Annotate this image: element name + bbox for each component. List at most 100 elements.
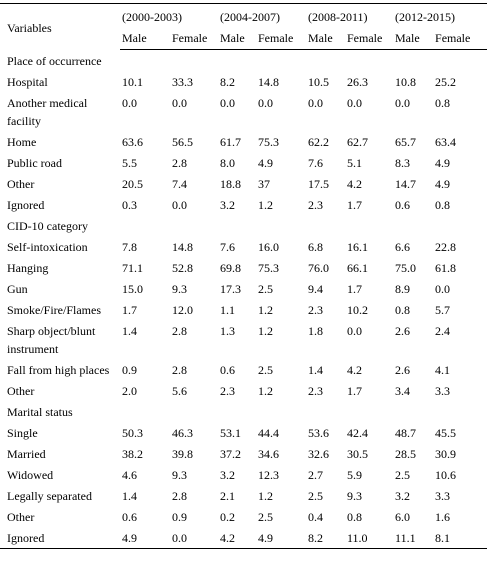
cell-value: 0.8 <box>347 510 362 524</box>
cell-value: 45.5 <box>435 426 457 440</box>
cell-value: 0.0 <box>308 96 323 110</box>
cell-value: 22.8 <box>435 240 457 254</box>
cell-value: 3.3 <box>435 489 451 503</box>
cell-value: 18.8 <box>220 177 241 191</box>
cell-value: 3.2 <box>220 468 235 482</box>
cell-value: 0.6 <box>395 198 411 212</box>
cell-value: 6.0 <box>395 510 411 524</box>
cell-value: 2.5 <box>308 489 323 503</box>
cell-value: 37.2 <box>220 447 241 461</box>
cell-value: 52.8 <box>172 261 193 275</box>
cell-value: 6.8 <box>308 240 323 254</box>
cell-value: 2.3 <box>308 198 323 212</box>
cell-value: 2.8 <box>172 489 187 503</box>
row-label: Smoke/Fire/Flames <box>7 303 101 317</box>
cell-value: 50.3 <box>122 426 143 440</box>
cell-value: 5.7 <box>435 303 451 317</box>
cell-value: 63.6 <box>122 135 143 149</box>
cell-value: 2.3 <box>220 384 235 398</box>
cell-value: 2.7 <box>308 468 323 482</box>
cell-value: 8.3 <box>395 156 411 170</box>
section-title: Marital status <box>7 405 73 419</box>
row-label: Married <box>7 447 46 461</box>
cell-value: 63.4 <box>435 135 457 149</box>
cell-value: 1.2 <box>258 384 273 398</box>
cell-value: 10.5 <box>308 75 329 89</box>
row-label: Another medical facility <box>7 96 88 128</box>
cell-value: 14.7 <box>395 177 417 191</box>
row-label: Widowed <box>7 468 54 482</box>
cell-value: 7.6 <box>220 240 235 254</box>
cell-value: 4.9 <box>435 177 451 191</box>
cell-value: 2.1 <box>220 489 235 503</box>
data-table: Variables (2000-2003) (2004-2007) (2008-201… <box>0 3 487 549</box>
data-row: Gun 15.0 9.3 17.3 2.5 9.4 1.7 8.9 0.0 <box>0 278 487 299</box>
cell-value: 4.9 <box>256 527 306 549</box>
cell-value: 2.5 <box>258 510 273 524</box>
header-cell: Variables <box>0 3 120 50</box>
cell-value: 5.1 <box>347 156 362 170</box>
period-header: (2012-2015) <box>393 3 487 27</box>
cell-value: 0.9 <box>122 363 137 377</box>
cell-value: 62.2 <box>308 135 329 149</box>
cell-value: 2.8 <box>172 156 187 170</box>
row-label: Gun <box>7 282 28 296</box>
sex-header: Male <box>218 27 256 50</box>
cell-value: 14.8 <box>258 75 279 89</box>
row-label: Legally separated <box>7 489 92 503</box>
cell-value: 1.8 <box>308 324 323 338</box>
cell-value: 2.8 <box>172 363 187 377</box>
data-row: Other 20.5 7.4 18.8 37 17.5 4.2 14.7 4.9 <box>0 173 487 194</box>
cell-value: 3.3 <box>435 384 451 398</box>
cell-value: 56.5 <box>172 135 193 149</box>
cell-value: 7.6 <box>308 156 323 170</box>
cell-value: 34.6 <box>258 447 279 461</box>
cell-value: 10.8 <box>395 75 417 89</box>
data-row: Legally separated 1.4 2.8 2.1 1.2 2.5 9.3 3.2 3.… <box>0 485 487 506</box>
cell-value: 61.8 <box>435 261 457 275</box>
period-header: (2008-2011) <box>306 3 394 27</box>
cell-value: 5.5 <box>122 156 137 170</box>
cell-value: 1.2 <box>258 324 273 338</box>
cell-value: 4.2 <box>347 363 362 377</box>
data-row: Ignored 0.3 0.0 3.2 1.2 2.3 1.7 0.6 0.8 <box>0 194 487 215</box>
cell-value: 30.9 <box>435 447 457 461</box>
cell-value: 0.0 <box>172 198 187 212</box>
cell-value: 2.5 <box>258 282 273 296</box>
cell-value: 2.5 <box>395 468 411 482</box>
cell-value: 8.2 <box>220 75 235 89</box>
row-label: Other <box>7 510 35 524</box>
cell-value: 0.0 <box>435 282 451 296</box>
cell-value: 2.3 <box>308 384 323 398</box>
cell-value: 42.4 <box>347 426 368 440</box>
data-row: Widowed 4.6 9.3 3.2 12.3 2.7 5.9 2.5 10.6 <box>0 464 487 485</box>
row-label: Ignored <box>7 198 45 212</box>
cell-value: 0.0 <box>258 96 273 110</box>
cell-value: 30.5 <box>347 447 368 461</box>
cell-value: 17.5 <box>308 177 329 191</box>
cell-value: 32.6 <box>308 447 329 461</box>
data-row: Sharp object/blunt instrument 1.4 2.8 1.3 1.… <box>0 320 487 359</box>
cell-value: 2.8 <box>172 324 187 338</box>
cell-value: 1.2 <box>258 198 273 212</box>
cell-value: 1.7 <box>122 303 137 317</box>
cell-value: 66.1 <box>347 261 368 275</box>
cell-value: 9.3 <box>172 468 187 482</box>
cell-value: 75.3 <box>258 135 279 149</box>
cell-value: 16.1 <box>347 240 368 254</box>
cell-value: 1.2 <box>258 303 273 317</box>
row-label: Single <box>7 426 38 440</box>
row-label: Hospital <box>7 75 48 89</box>
cell-value: 0.9 <box>172 510 187 524</box>
cell-value: 8.0 <box>220 156 235 170</box>
cell-value: 10.2 <box>347 303 368 317</box>
cell-value: 69.8 <box>220 261 241 275</box>
cell-value: 17.3 <box>220 282 241 296</box>
row-label: Ignored <box>0 527 120 549</box>
data-row: Fall from high places 0.9 2.8 0.6 2.5 1.4 4.2 2… <box>0 359 487 380</box>
cell-value: 14.8 <box>172 240 193 254</box>
cell-value: 0.0 <box>220 96 235 110</box>
cell-value: 1.2 <box>258 489 273 503</box>
section-row: Place of occurrence <box>0 50 487 72</box>
cell-value: 4.2 <box>218 527 256 549</box>
